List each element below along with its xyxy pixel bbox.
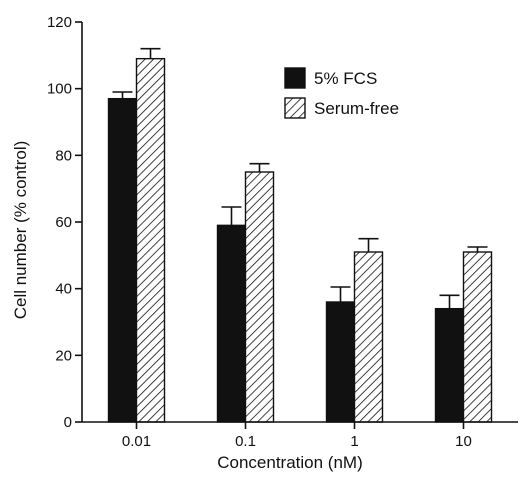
x-axis-label: Concentration (nM) (217, 453, 363, 472)
y-tick-label: 0 (64, 414, 72, 431)
legend-swatch (284, 97, 306, 119)
x-ticks-group: 0.01 0.1 1 10 (122, 422, 472, 450)
bar-serum-free-1 (353, 251, 384, 423)
bar-serum-free-0.01 (135, 57, 166, 423)
y-ticks-group: 0 20 40 60 80 100 120 (47, 14, 82, 431)
legend: 5% FCS Serum-free (284, 67, 399, 119)
bar-serum-free-10 (462, 251, 493, 423)
x-tick-label: 0.1 (235, 433, 256, 450)
y-tick-label: 20 (55, 347, 72, 364)
x-tick-label: 0.01 (122, 433, 151, 450)
y-tick-label: 60 (55, 214, 72, 231)
x-tick-label: 10 (455, 433, 472, 450)
bar-fcs-10 (434, 307, 465, 423)
bar-fcs-0.01 (107, 97, 138, 423)
y-tick-label: 40 (55, 281, 72, 298)
y-axis-label: Cell number (% control) (11, 141, 30, 320)
bar-fcs-1 (325, 301, 356, 423)
error-bars-group (112, 47, 488, 309)
legend-label: 5% FCS (314, 69, 377, 88)
legend-swatch (284, 67, 306, 89)
bar-fcs-0.1 (216, 224, 247, 423)
bar-serum-free-0.1 (244, 171, 275, 423)
legend-label: Serum-free (314, 99, 399, 118)
x-tick-label: 1 (350, 433, 358, 450)
y-tick-label: 120 (47, 14, 72, 31)
y-tick-label: 80 (55, 147, 72, 164)
y-tick-label: 100 (47, 81, 72, 98)
